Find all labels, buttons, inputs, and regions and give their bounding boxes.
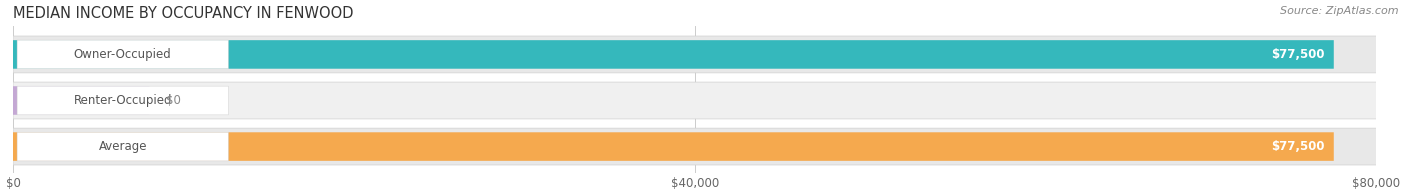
FancyBboxPatch shape (13, 86, 149, 115)
FancyBboxPatch shape (17, 40, 228, 69)
Text: $77,500: $77,500 (1271, 140, 1324, 153)
Text: Average: Average (98, 140, 148, 153)
FancyBboxPatch shape (17, 86, 228, 115)
FancyBboxPatch shape (17, 132, 228, 161)
Text: Owner-Occupied: Owner-Occupied (75, 48, 172, 61)
Text: $0: $0 (166, 94, 180, 107)
FancyBboxPatch shape (13, 128, 1376, 165)
FancyBboxPatch shape (13, 40, 1334, 69)
Text: $77,500: $77,500 (1271, 48, 1324, 61)
Text: Renter-Occupied: Renter-Occupied (73, 94, 172, 107)
Text: Source: ZipAtlas.com: Source: ZipAtlas.com (1281, 6, 1399, 16)
FancyBboxPatch shape (13, 132, 1334, 161)
FancyBboxPatch shape (13, 82, 1376, 119)
Text: MEDIAN INCOME BY OCCUPANCY IN FENWOOD: MEDIAN INCOME BY OCCUPANCY IN FENWOOD (13, 5, 353, 21)
FancyBboxPatch shape (13, 36, 1376, 73)
